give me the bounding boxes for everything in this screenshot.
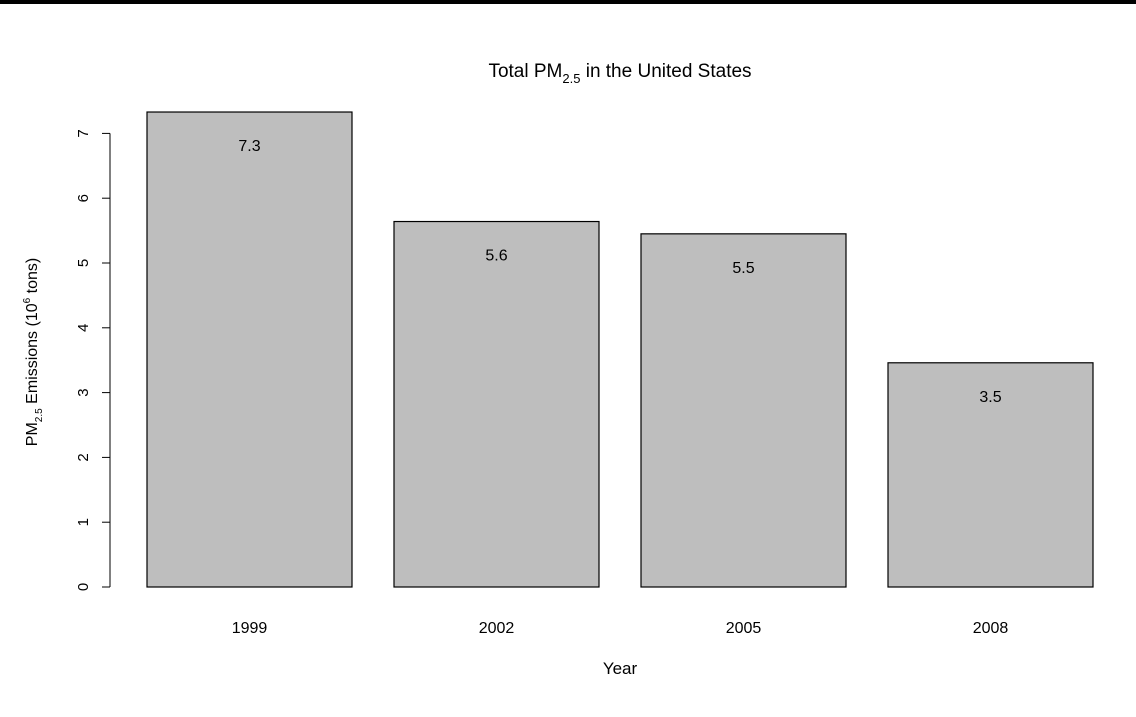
y-tick-label-3: 3 (75, 388, 92, 396)
chart-title-suffix: in the United States (580, 61, 751, 82)
bar-series (146, 111, 1094, 588)
y-axis-label-suffix: tons) (24, 258, 41, 298)
x-tick-label-1999: 1999 (232, 620, 268, 637)
y-tick-label-7: 7 (75, 129, 92, 137)
data-labels: 7.3 5.6 5.5 3.5 (238, 138, 1001, 406)
chart-title-prefix: Total PM (488, 61, 562, 82)
y-tick-label-2: 2 (75, 453, 92, 461)
window-top-border (0, 0, 1136, 4)
y-tick-label-4: 4 (75, 324, 92, 332)
x-tick-label-2005: 2005 (726, 620, 762, 637)
chart-title-subscript: 2.5 (562, 71, 580, 86)
y-axis-label-subscript: 2.5 (34, 408, 45, 422)
data-label-2005: 5.5 (732, 260, 754, 277)
y-tick-label-1: 1 (75, 518, 92, 526)
y-tick-label-5: 5 (75, 259, 92, 267)
data-label-2002: 5.6 (485, 248, 507, 265)
bar-2005 (640, 233, 847, 588)
x-tick-label-2002: 2002 (479, 620, 515, 637)
x-axis-label: Year (603, 659, 638, 678)
y-tick-label-0: 0 (75, 583, 92, 591)
y-axis-label-prefix: PM (24, 422, 41, 446)
chart-title: Total PM2.5 in the United States (488, 61, 751, 86)
y-axis-label-middle: Emissions (10 (24, 303, 41, 408)
x-tick-labels: 1999 2002 2005 2008 (232, 620, 1009, 637)
y-axis-label: PM2.5 Emissions (106 tons) (22, 258, 45, 446)
bar-2008 (887, 362, 1094, 588)
x-tick-label-2008: 2008 (973, 620, 1009, 637)
y-axis: 0 1 2 3 4 5 6 7 (75, 129, 111, 591)
data-label-1999: 7.3 (238, 138, 260, 155)
y-axis-label-superscript: 6 (22, 297, 33, 303)
data-label-2008: 3.5 (979, 389, 1001, 406)
bar-2002 (393, 220, 600, 588)
y-tick-label-6: 6 (75, 194, 92, 202)
bar-1999 (146, 111, 353, 588)
